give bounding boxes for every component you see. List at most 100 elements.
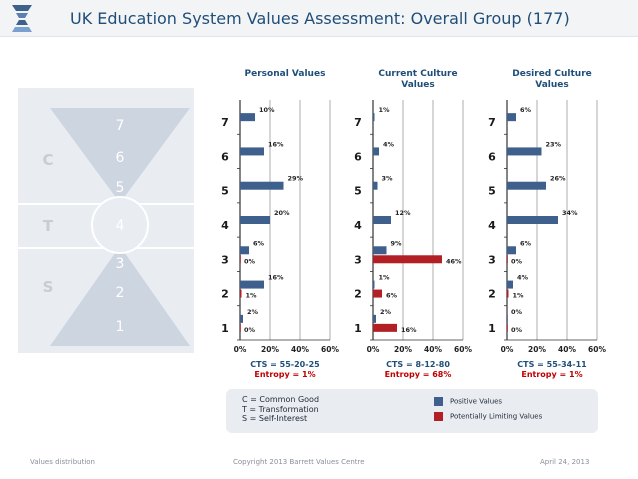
y-tick-label-2: 2 [354, 288, 362, 301]
y-tick-label-6: 6 [488, 150, 496, 163]
x-tick-label: 0% [234, 345, 247, 354]
legend-positive-label: Positive Values [450, 397, 503, 406]
x-tick-label: 60% [321, 345, 339, 354]
data-label-positive-level-7: 1% [379, 106, 391, 114]
bar-limiting-level-1 [507, 323, 508, 332]
bar-positive-level-7 [240, 113, 255, 122]
data-label-positive-level-2: 1% [379, 274, 391, 282]
y-tick-label-5: 5 [221, 185, 229, 198]
cts-desired: CTS = 55-34-11 Entropy = 1% [482, 360, 622, 380]
legend-limiting-label: Potentially Limiting Values [450, 412, 543, 421]
data-label-positive-level-3: 9% [391, 239, 403, 247]
bar-positive-level-4 [373, 216, 391, 224]
x-tick-label: 60% [454, 345, 472, 354]
legend-positive: Positive Values [434, 397, 542, 406]
hourglass-center-circle [91, 196, 149, 254]
bar-positive-level-6 [240, 147, 264, 156]
y-tick-label-4: 4 [221, 219, 229, 232]
bar-positive-level-4 [507, 216, 558, 224]
data-label-positive-level-6: 4% [383, 140, 395, 148]
legend-series: Positive Values Potentially Limiting Val… [434, 397, 542, 421]
y-tick-label-5: 5 [488, 185, 496, 198]
hourglass-level-3: 3 [116, 256, 125, 272]
bar-limiting-level-3 [507, 255, 508, 264]
x-tick-label: 40% [558, 345, 576, 354]
legend-def-c: C = Common Good [242, 395, 320, 404]
data-label-positive-level-4: 34% [562, 209, 578, 217]
data-label-positive-level-5: 26% [550, 175, 566, 183]
y-tick-label-3: 3 [221, 253, 229, 266]
bar-positive-level-1 [507, 314, 508, 323]
limiting-swatch [434, 412, 443, 421]
data-label-limiting-level-1: 16% [401, 326, 417, 334]
x-tick-label: 20% [528, 345, 546, 354]
bar-positive-level-2 [373, 280, 375, 289]
data-label-positive-level-2: 16% [268, 274, 284, 282]
header-bar: UK Education System Values Assessment: O… [0, 0, 638, 37]
hourglass-level-5: 5 [116, 180, 125, 196]
bar-limiting-level-2 [507, 289, 509, 298]
data-label-positive-level-4: 20% [274, 209, 290, 217]
footer-left: Values distribution [30, 458, 95, 466]
y-tick-label-7: 7 [488, 116, 496, 129]
panel-title-current: Current Culture Values [378, 69, 458, 90]
bar-limiting-level-2 [240, 289, 242, 298]
data-label-positive-level-4: 12% [395, 209, 411, 217]
bar-limiting-level-2 [373, 289, 382, 298]
entropy-current-value: Entropy = 68% [384, 370, 452, 379]
panel-title-desired: Desired Culture Values [512, 69, 592, 90]
data-label-limiting-level-1: 0% [244, 326, 256, 334]
bar-positive-level-5 [507, 181, 546, 190]
hourglass-level-6: 6 [116, 150, 125, 166]
chart-desired-culture-values: 0% 20% 40% 60% 7 6% 6 23% 5 26% 4 34% 3 6% 0% 2 4% 1% 1 0% 0… [488, 100, 606, 354]
y-tick-label-1: 1 [221, 322, 229, 335]
x-tick-label: 60% [588, 345, 606, 354]
bar-limiting-level-3 [240, 255, 241, 264]
hourglass-lower-triangle [50, 246, 190, 346]
data-label-positive-level-6: 23% [546, 140, 562, 148]
hourglass-letter-s: S [43, 278, 54, 296]
hourglass-level-2: 2 [116, 285, 125, 301]
bar-positive-level-5 [373, 181, 378, 190]
x-tick-label: 0% [367, 345, 380, 354]
bar-positive-level-6 [507, 147, 542, 156]
page-title: UK Education System Values Assessment: O… [70, 9, 570, 28]
legend-def-s: S = Self-Interest [242, 414, 308, 423]
data-label-limiting-level-2: 6% [386, 292, 398, 300]
cts-personal: CTS = 55-20-25 Entropy = 1% [215, 360, 355, 380]
positive-swatch [434, 397, 443, 406]
legend-def-t: T = Transformation [242, 404, 319, 414]
hourglass-letter-t: T [43, 217, 54, 235]
bar-positive-level-1 [240, 314, 243, 323]
chart-current-culture-values: 0% 20% 40% 60%71%64%53%412%39%46%21%6%12%16… [354, 100, 472, 354]
barrett-logo-icon [12, 5, 32, 32]
footer-right: April 24, 2013 [540, 458, 590, 466]
hourglass-level-7: 7 [116, 118, 125, 134]
data-label-positive-level-1: 0% [511, 308, 523, 316]
data-label-positive-level-5: 29% [288, 175, 304, 183]
bar-positive-level-6 [373, 147, 379, 156]
y-tick-label-5: 5 [354, 185, 362, 198]
cts-current-value: CTS = 8-12-80 [386, 360, 450, 369]
hourglass-upper-triangle [50, 108, 190, 203]
hourglass-letter-c: C [42, 151, 53, 169]
chart-personal-values: 0% 20% 40% 60% 7 10% 6 16% 5 29% 4 20% 3 6% 0% 2 16% 1% 1 2… [221, 100, 339, 354]
bar-positive-level-3 [507, 246, 516, 255]
x-tick-label: 20% [394, 345, 412, 354]
y-tick-label-7: 7 [354, 116, 362, 129]
data-label-positive-level-1: 2% [380, 308, 392, 316]
legend-box [226, 389, 598, 433]
y-tick-label-7: 7 [221, 116, 229, 129]
bar-limiting-level-1 [240, 323, 241, 332]
data-label-limiting-level-2: 1% [246, 292, 258, 300]
panel-title-personal: Personal Values [244, 69, 326, 79]
hourglass-level-4: 4 [116, 218, 125, 234]
bar-positive-level-4 [240, 216, 270, 224]
y-tick-label-3: 3 [488, 253, 496, 266]
data-label-positive-level-3: 6% [253, 239, 265, 247]
bar-positive-level-7 [507, 113, 516, 122]
data-label-positive-level-1: 2% [247, 308, 259, 316]
entropy-personal-value: Entropy = 1% [254, 370, 316, 379]
y-tick-label-6: 6 [221, 150, 229, 163]
bar-limiting-level-3 [373, 255, 442, 264]
